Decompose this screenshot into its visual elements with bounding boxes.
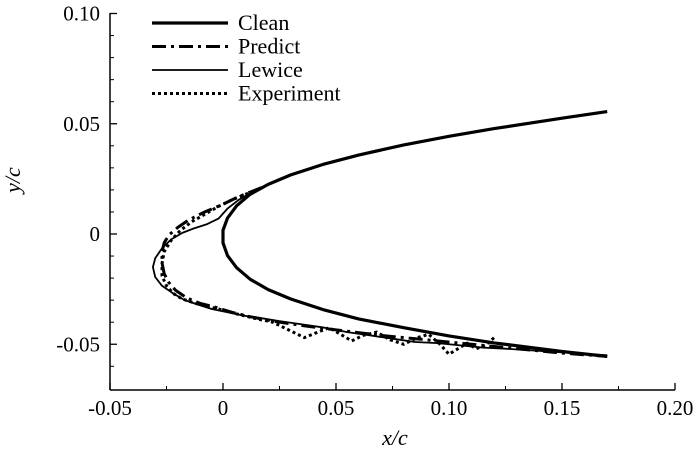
- x-tick-label: 0.20: [657, 396, 694, 420]
- x-tick-label: -0.05: [88, 396, 132, 420]
- x-tick-label: 0.10: [431, 396, 468, 420]
- y-tick-label: 0.10: [63, 2, 100, 26]
- series-clean: [221, 110, 608, 358]
- legend-label-predict: Predict: [238, 34, 300, 59]
- x-tick-label: 0: [218, 396, 229, 420]
- series-layer: [151, 110, 608, 358]
- y-tick-label: 0: [90, 222, 101, 246]
- legend-label-clean: Clean: [238, 10, 289, 35]
- legend-label-experiment: Experiment: [238, 81, 341, 106]
- series-experiment: [160, 187, 496, 356]
- x-tick-label: 0.15: [544, 396, 581, 420]
- axes-group: -0.05 0 0.05 0.10 0.15 0.20 -0.05 0 0.05 0.10: [56, 2, 693, 421]
- series-lewice: [151, 192, 608, 357]
- x-axis-label: x/c: [381, 425, 408, 450]
- series-predict: [160, 186, 608, 358]
- y-tick-label: 0.05: [63, 112, 100, 136]
- y-tick-label: -0.05: [56, 332, 100, 356]
- legend-label-lewice: Lewice: [238, 57, 303, 82]
- y-axis-label: y/c: [0, 167, 25, 195]
- x-tick-label: 0.05: [318, 396, 355, 420]
